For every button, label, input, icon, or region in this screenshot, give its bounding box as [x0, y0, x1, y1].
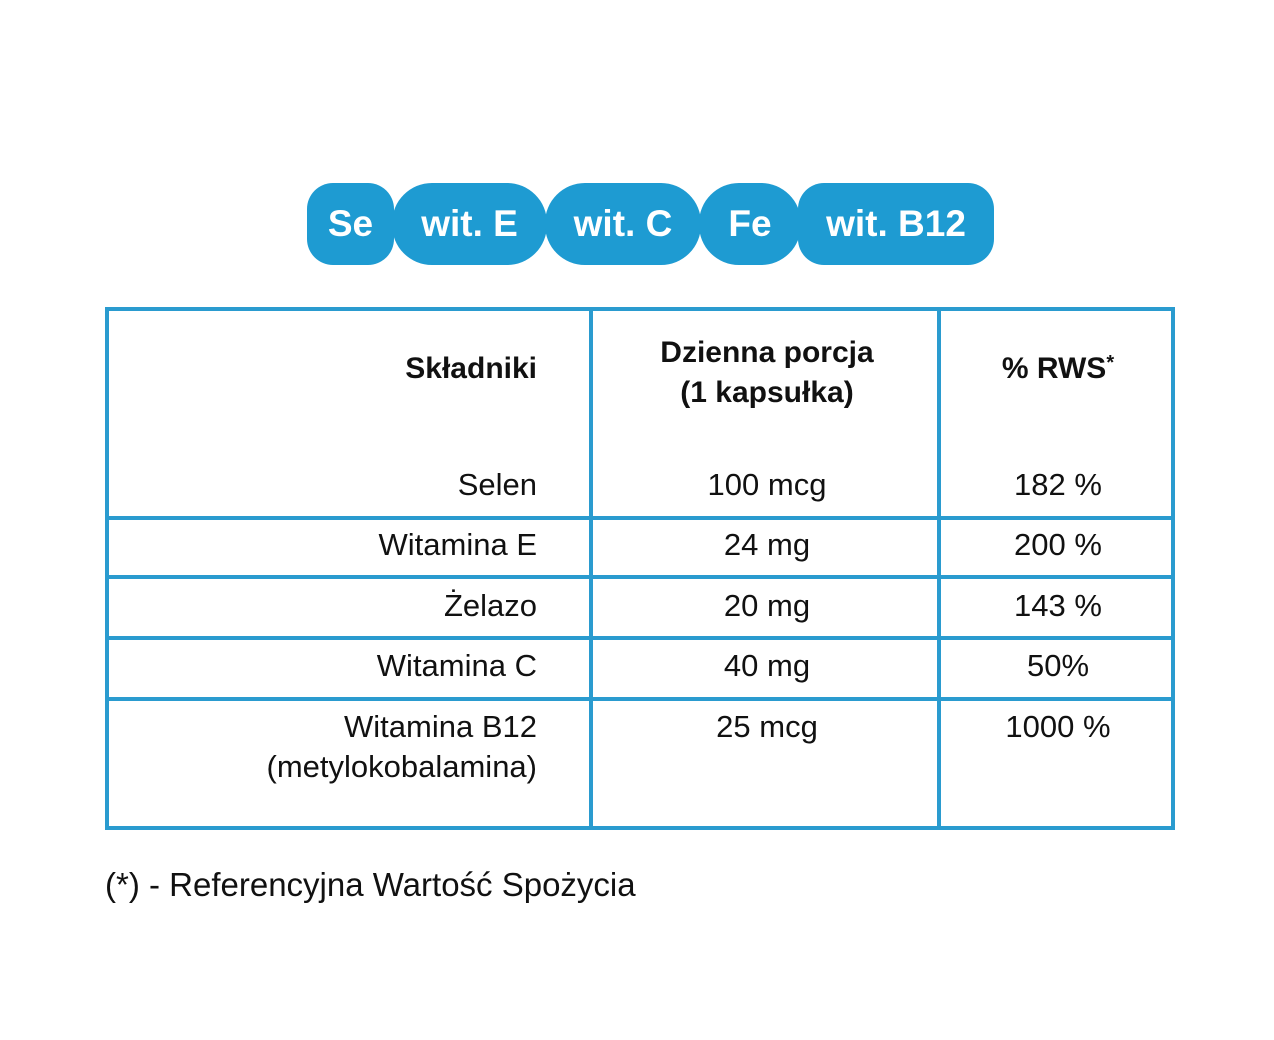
ingredient-badges: Se wit. E wit. C Fe wit. B12: [0, 183, 1274, 265]
footnote-marker: *: [1106, 352, 1115, 374]
row-5-ingredient-line2: (metylokobalamina): [266, 749, 538, 784]
row-divider: [109, 636, 1171, 640]
row-4-dose: 40 mg: [723, 648, 811, 683]
row-5-rws: 1000 %: [1005, 709, 1111, 744]
row-3-ingredient: Żelazo: [443, 588, 537, 623]
nutrition-table: Składniki Dzienna porcja (1 kapsułka) % …: [105, 307, 1175, 830]
footnote: (*) - Referencyjna Wartość Spożycia: [105, 866, 636, 903]
badge-vitamin-c: wit. C: [545, 183, 701, 265]
row-2-ingredient: Witamina E: [378, 527, 537, 562]
row-divider: [109, 516, 1171, 520]
header-daily-dose-line1: Dzienna porcja: [660, 336, 874, 369]
row-5-dose: 25 mcg: [716, 709, 818, 744]
row-3-dose: 20 mg: [723, 588, 811, 623]
row-divider: [109, 575, 1171, 579]
column-divider: [589, 311, 593, 826]
badge-fe: Fe: [699, 183, 801, 265]
row-4-ingredient: Witamina C: [376, 648, 537, 683]
badge-se: Se: [307, 183, 394, 265]
row-1-rws: 182 %: [1014, 467, 1102, 502]
header-daily-dose: Dzienna porcja (1 kapsułka): [593, 333, 941, 413]
header-daily-dose-line2: (1 kapsułka): [680, 376, 854, 409]
row-5-ingredient: Witamina B12 (metylokobalamina): [109, 707, 538, 787]
row-5-ingredient-line1: Witamina B12: [344, 709, 537, 744]
row-divider: [109, 697, 1171, 701]
row-1-ingredient: Selen: [457, 467, 537, 502]
header-rws: % RWS*: [941, 349, 1175, 389]
column-divider: [937, 311, 941, 826]
header-ingredient: Składniki: [405, 352, 537, 385]
row-3-rws: 143 %: [1014, 588, 1102, 623]
row-4-rws: 50%: [1026, 648, 1090, 683]
header-rws-label: % RWS: [1001, 352, 1107, 385]
row-1-dose: 100 mcg: [707, 467, 827, 502]
badge-vitamin-e: wit. E: [392, 183, 547, 265]
badge-vitamin-b12: wit. B12: [798, 183, 994, 265]
row-2-dose: 24 mg: [723, 527, 811, 562]
row-2-rws: 200 %: [1014, 527, 1102, 562]
